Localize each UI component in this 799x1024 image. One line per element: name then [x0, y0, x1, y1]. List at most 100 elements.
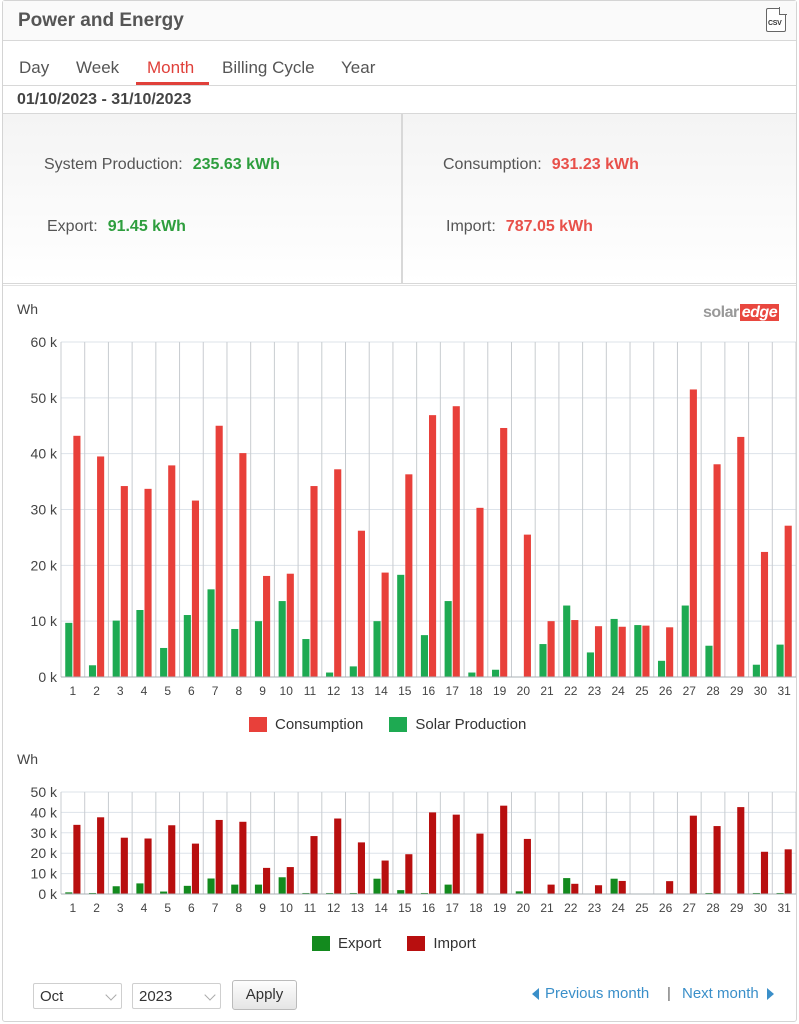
chart1-solar-production-bar [776, 644, 784, 677]
import-stat: Import: 787.05 kWh [446, 218, 593, 236]
chart1-consumption-bar [334, 469, 342, 677]
active-tab-underline [136, 82, 209, 85]
chart2-x-tick-label: 9 [259, 901, 266, 915]
chart1-x-tick-label: 6 [188, 684, 195, 698]
chart2-x-tick-label: 31 [777, 901, 791, 915]
chart2-x-tick-label: 18 [469, 901, 483, 915]
chart1-solar-production-bar [705, 645, 713, 677]
apply-button[interactable]: Apply [232, 980, 297, 1010]
chart2-import-bar [191, 843, 200, 894]
chart2-x-tick-label: 17 [446, 901, 460, 915]
legend-import[interactable]: Import [407, 935, 476, 952]
chart1-x-tick-label: 2 [93, 684, 100, 698]
chart1-x-tick-label: 15 [398, 684, 412, 698]
chart1-solar-production-bar [468, 672, 476, 677]
chart1-consumption-bar [523, 534, 531, 677]
chart2-x-tick-label: 27 [683, 901, 697, 915]
chart1-consumption-bar [120, 486, 128, 677]
chart1-consumption-bar [429, 415, 437, 677]
chart2-x-tick-label: 26 [659, 901, 673, 915]
chart2-import-bar [381, 860, 389, 894]
chart2-import-bar [713, 826, 721, 894]
tab-day[interactable]: Day [19, 58, 50, 77]
legend-export-label: Export [338, 935, 382, 952]
chart1-solar-production-bar [610, 618, 618, 677]
bottom-controls: Oct 2023 Apply Previous month | Next mon… [3, 976, 796, 1022]
chart1-solar-production-bar [586, 652, 594, 677]
previous-month-link[interactable]: Previous month [532, 985, 649, 1002]
tab-week[interactable]: Week [76, 58, 120, 77]
month-select[interactable]: Oct [33, 983, 122, 1009]
chart2-import-bar [405, 854, 413, 894]
legend-consumption[interactable]: Consumption [249, 716, 363, 733]
chart2-import-bar [452, 814, 460, 894]
chart2-export-bar [254, 884, 263, 894]
export-swatch [312, 936, 330, 951]
export-value: 91.45 kWh [107, 218, 186, 235]
chart1-x-tick-label: 13 [351, 684, 365, 698]
csv-export-icon[interactable]: CSV [766, 7, 787, 32]
chart2-import-bar [144, 838, 152, 894]
chart2-import-bar [215, 819, 223, 894]
chart2-x-tick-label: 14 [374, 901, 388, 915]
chart1-solar-production-bar [657, 660, 666, 677]
chart2-export-bar [160, 891, 168, 894]
chart2-x-tick-label: 19 [493, 901, 507, 915]
chart2-export-bar [397, 890, 405, 894]
chart2-export-bar [65, 892, 73, 894]
consumption-value: 931.23 kWh [551, 156, 639, 173]
legend-consumption-label: Consumption [275, 716, 364, 733]
chart1-consumption-bar [737, 436, 745, 677]
year-select-value: 2023 [139, 988, 173, 1005]
tab-month[interactable]: Month [147, 58, 195, 77]
triangle-left-icon [532, 987, 539, 1000]
chart1-y-tick-label: 60 k [31, 334, 58, 350]
chart1-solar-production-bar [349, 666, 357, 677]
panel-title: Power and Energy [18, 10, 184, 31]
chart1-consumption-bar [168, 465, 176, 677]
chart1-solar-production-bar [88, 665, 97, 677]
chart2-import-bar [500, 805, 508, 894]
chart1-solar-production-bar [278, 601, 286, 677]
chart1-consumption-bar [73, 435, 81, 677]
date-range: 01/10/2023 - 31/10/2023 [17, 91, 192, 108]
chart1-solar-production-bar [231, 628, 239, 677]
chart2-x-tick-label: 13 [351, 901, 365, 915]
chart1-x-tick-label: 27 [683, 684, 697, 698]
chart1-solar-production-bar [752, 664, 760, 677]
chart2-import-bar [571, 883, 579, 894]
chart1-consumption-bar [618, 626, 626, 677]
chart1-consumption-bar [689, 389, 697, 677]
chart2-import-bar [476, 833, 484, 894]
chart1-solar-production-bar [397, 574, 405, 677]
chart2-export-bar [563, 878, 571, 894]
tab-billing-cycle[interactable]: Billing Cycle [222, 58, 315, 77]
chart1-y-tick-label: 40 k [31, 446, 58, 462]
next-month-link[interactable]: Next month [682, 985, 774, 1002]
chart2-import-bar [594, 885, 603, 894]
chart1-solar-production-bar [326, 672, 334, 677]
chart1-consumption-bar [239, 453, 247, 677]
import-value: 787.05 kWh [505, 218, 593, 235]
chart2-import-bar [286, 867, 294, 894]
chart1-consumption-bar [310, 486, 318, 677]
chart1-consumption-bar [97, 456, 105, 677]
export-label: Export: [47, 218, 98, 235]
chart2-x-tick-label: 22 [564, 901, 578, 915]
chart1-consumption-bar [357, 530, 365, 677]
legend-export[interactable]: Export [312, 935, 381, 952]
tab-year[interactable]: Year [341, 58, 376, 77]
legend-solar-production[interactable]: Solar Production [389, 716, 526, 733]
year-select[interactable]: 2023 [132, 983, 221, 1009]
chart1-solar-production-bar [539, 644, 547, 677]
chart2-y-tick-label: 10 k [31, 866, 58, 882]
chart1-x-tick-label: 14 [374, 684, 388, 698]
chart2-export-bar [302, 892, 310, 894]
chart2-export-bar [776, 892, 784, 894]
chart2-export-bar [207, 878, 215, 894]
chart2-x-tick-label: 16 [422, 901, 436, 915]
chart2-export-bar [88, 892, 97, 894]
chart1-consumption-bar [642, 625, 650, 677]
chart2-import-bar [784, 849, 792, 894]
chart1-x-tick-label: 1 [70, 684, 77, 698]
